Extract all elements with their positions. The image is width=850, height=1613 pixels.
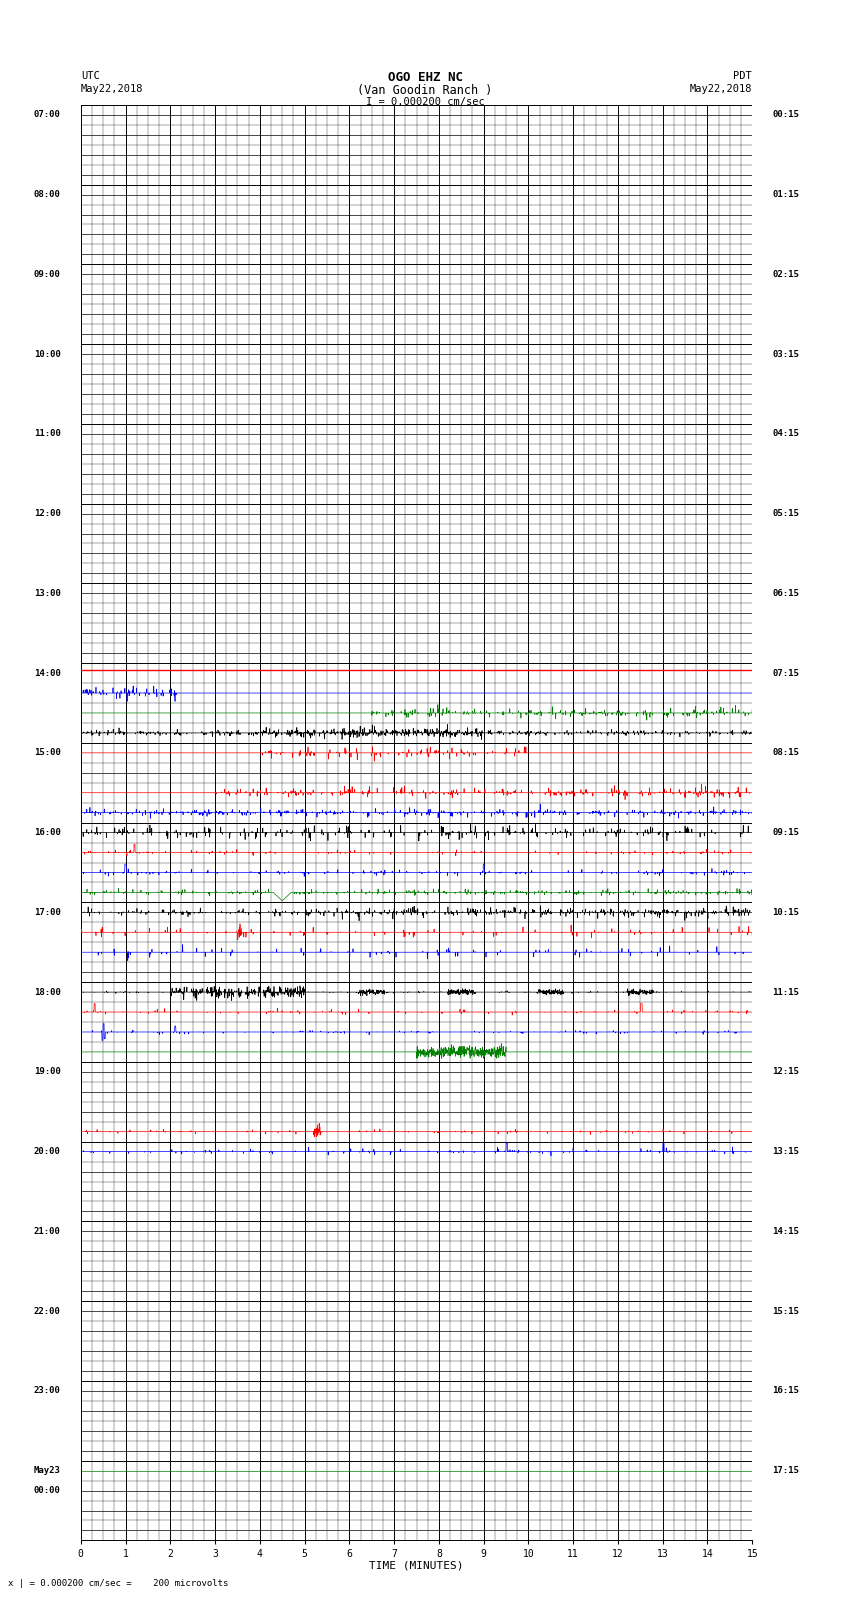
Text: 05:15: 05:15 [773,510,799,518]
Text: 12:15: 12:15 [773,1068,799,1076]
Text: I = 0.000200 cm/sec: I = 0.000200 cm/sec [366,97,484,106]
Text: 15:00: 15:00 [34,748,60,758]
Text: 00:15: 00:15 [773,110,799,119]
Text: 12:00: 12:00 [34,510,60,518]
Text: 23:00: 23:00 [34,1387,60,1395]
Text: 11:15: 11:15 [773,987,799,997]
Text: 11:00: 11:00 [34,429,60,439]
Text: May22,2018: May22,2018 [81,84,144,94]
X-axis label: TIME (MINUTES): TIME (MINUTES) [369,1561,464,1571]
Text: 09:00: 09:00 [34,269,60,279]
Text: 08:00: 08:00 [34,190,60,198]
Text: 10:00: 10:00 [34,350,60,358]
Text: May23: May23 [34,1466,60,1476]
Text: 00:00: 00:00 [34,1486,60,1495]
Text: 07:15: 07:15 [773,669,799,677]
Text: 15:15: 15:15 [773,1307,799,1316]
Text: OGO EHZ NC: OGO EHZ NC [388,71,462,84]
Text: 17:15: 17:15 [773,1466,799,1476]
Text: x | = 0.000200 cm/sec =    200 microvolts: x | = 0.000200 cm/sec = 200 microvolts [8,1579,229,1589]
Text: 10:15: 10:15 [773,908,799,916]
Text: UTC: UTC [81,71,99,81]
Text: 17:00: 17:00 [34,908,60,916]
Text: 21:00: 21:00 [34,1227,60,1236]
Text: May22,2018: May22,2018 [689,84,752,94]
Text: 18:00: 18:00 [34,987,60,997]
Text: 06:15: 06:15 [773,589,799,598]
Text: 02:15: 02:15 [773,269,799,279]
Text: 07:00: 07:00 [34,110,60,119]
Text: 16:00: 16:00 [34,827,60,837]
Text: (Van Goodin Ranch ): (Van Goodin Ranch ) [357,84,493,97]
Text: 14:15: 14:15 [773,1227,799,1236]
Text: 13:00: 13:00 [34,589,60,598]
Text: 01:15: 01:15 [773,190,799,198]
Text: 04:15: 04:15 [773,429,799,439]
Text: 13:15: 13:15 [773,1147,799,1157]
Text: 16:15: 16:15 [773,1387,799,1395]
Text: 14:00: 14:00 [34,669,60,677]
Text: 03:15: 03:15 [773,350,799,358]
Text: 22:00: 22:00 [34,1307,60,1316]
Text: 08:15: 08:15 [773,748,799,758]
Text: PDT: PDT [734,71,752,81]
Text: 20:00: 20:00 [34,1147,60,1157]
Text: 19:00: 19:00 [34,1068,60,1076]
Text: 09:15: 09:15 [773,827,799,837]
